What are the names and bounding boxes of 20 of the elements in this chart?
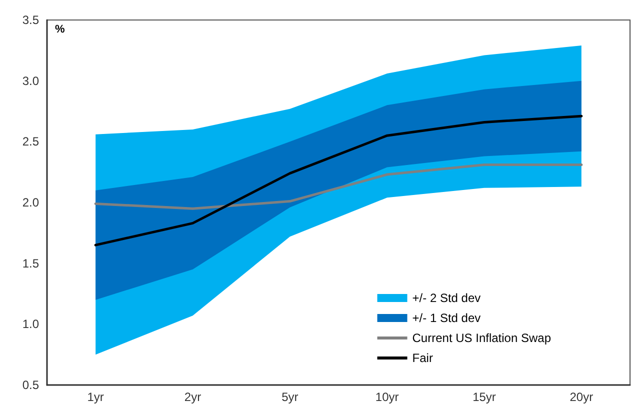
legend-label: +/- 2 Std dev bbox=[412, 291, 481, 305]
y-tick-label: 2.0 bbox=[22, 196, 40, 210]
y-tick-label: 1.5 bbox=[22, 256, 40, 270]
x-tick-label: 10yr bbox=[375, 390, 399, 404]
x-tick-label: 2yr bbox=[184, 390, 202, 404]
line-series bbox=[94, 114, 583, 246]
x-tick-label: 15yr bbox=[472, 390, 496, 404]
legend-label: +/- 1 Std dev bbox=[412, 311, 481, 325]
legend-label: Current US Inflation Swap bbox=[412, 331, 552, 345]
x-tick-label: 20yr bbox=[570, 390, 594, 404]
legend-label: Fair bbox=[412, 351, 433, 365]
x-tick-label: 1yr bbox=[87, 390, 104, 404]
y-tick-label: 3.0 bbox=[22, 74, 40, 88]
y-tick-label: 1.0 bbox=[22, 317, 40, 332]
y-tick-label: 2.5 bbox=[22, 134, 40, 149]
y-tick-label: 3.5 bbox=[22, 13, 40, 27]
x-tick-label: 5yr bbox=[282, 390, 298, 404]
y-tick-label: 0.5 bbox=[22, 378, 40, 392]
line-series bbox=[94, 164, 583, 210]
y-axis-title: % bbox=[55, 24, 65, 36]
